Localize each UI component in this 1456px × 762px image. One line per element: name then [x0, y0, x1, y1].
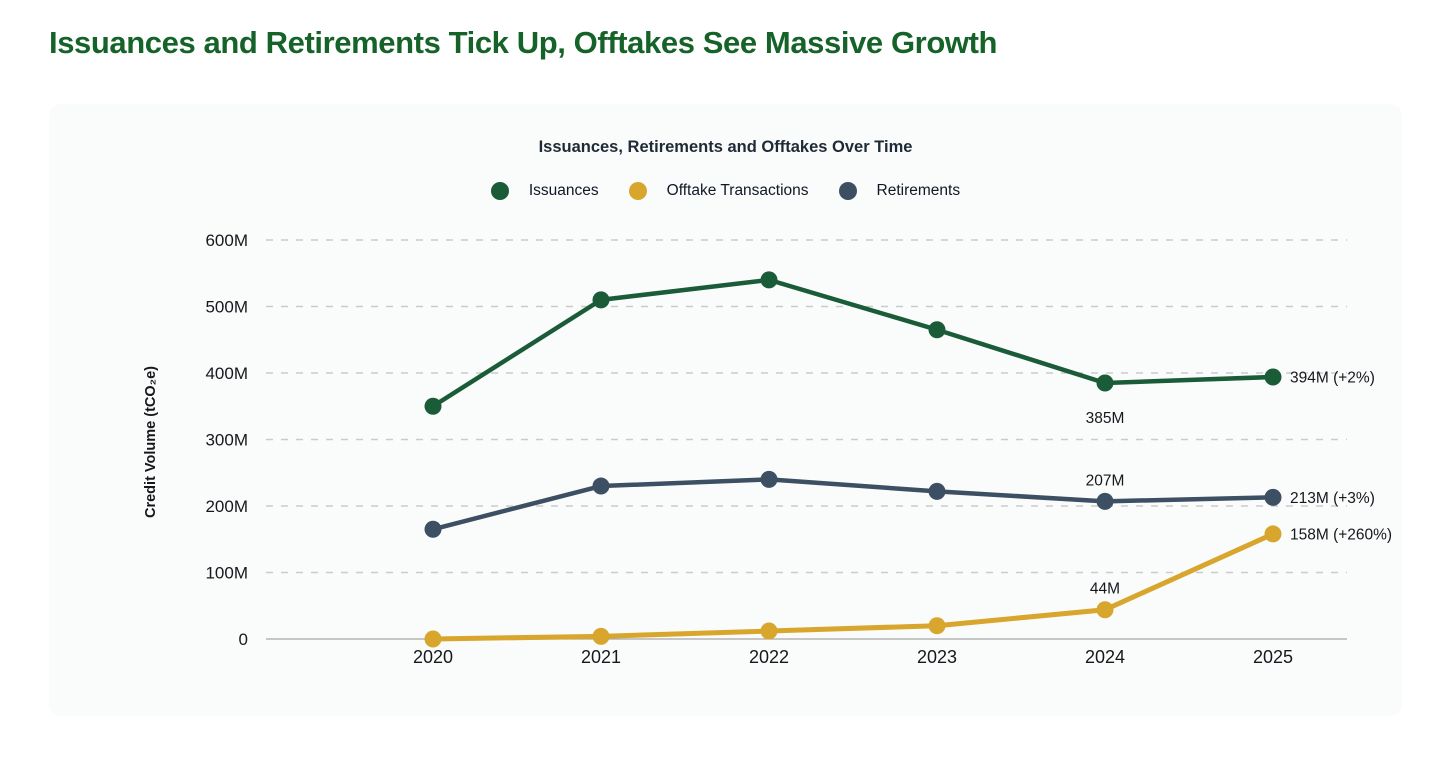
legend-item-offtake-transactions: Offtake Transactions — [628, 182, 809, 200]
legend-label: Retirements — [876, 182, 961, 199]
data-point-retirements-2024 — [1096, 492, 1114, 510]
series-line-retirements — [430, 477, 1276, 532]
annotation-retirements-2024: 207M — [1086, 472, 1125, 489]
legend-label: Issuances — [528, 182, 599, 199]
x-tick-label-2022: 2022 — [749, 647, 789, 667]
legend-item-issuances: Issuances — [490, 182, 599, 200]
legend-dot-issuances — [490, 182, 509, 200]
data-point-offtake-transactions-2021 — [592, 627, 610, 645]
annotation-issuances-2025: 394M (+2%) — [1290, 369, 1375, 386]
legend-item-retirements: Retirements — [838, 182, 961, 200]
data-point-offtake-transactions-2020 — [424, 630, 442, 648]
data-point-issuances-2024 — [1096, 374, 1114, 392]
legend-dot-retirements — [838, 182, 857, 200]
data-point-issuances-2025 — [1264, 368, 1282, 386]
y-tick-label: 0 — [239, 630, 248, 649]
chart-title: Issuances, Retirements and Offtakes Over… — [538, 138, 913, 156]
chart-legend: Issuances Offtake Transactions Retirements — [49, 182, 1402, 200]
y-tick-label: 600M — [205, 231, 248, 250]
annotation-issuances-2024: 385M — [1086, 410, 1125, 427]
y-tick-label: 300M — [205, 431, 248, 450]
data-point-issuances-2021 — [592, 291, 610, 309]
x-tick-label-2021: 2021 — [581, 647, 621, 667]
data-point-offtake-transactions-2025 — [1264, 525, 1282, 543]
data-point-retirements-2023 — [928, 482, 946, 500]
data-point-retirements-2022 — [760, 470, 778, 488]
annotation-retirements-2025: 213M (+3%) — [1290, 490, 1375, 507]
data-point-retirements-2021 — [592, 477, 610, 495]
data-point-offtake-transactions-2023 — [928, 617, 946, 635]
chart-canvas: 0 100M 200M 300M 400M 500M 600M Credit Volume (… — [143, 231, 1392, 667]
y-tick-label: 200M — [205, 497, 248, 516]
data-point-retirements-2020 — [424, 520, 442, 538]
y-tick-label: 500M — [205, 298, 248, 317]
y-tick-label: 100M — [205, 564, 248, 583]
data-point-issuances-2023 — [928, 321, 946, 339]
y-tick-label: 400M — [205, 364, 248, 383]
data-point-offtake-transactions-2024 — [1096, 601, 1114, 619]
x-tick-label-2020: 2020 — [413, 647, 453, 667]
y-axis-title: Credit Volume (tCO₂e) — [143, 366, 159, 518]
chart-panel: Issuances, Retirements and Offtakes Over… — [49, 104, 1402, 716]
annotation-offtake-transactions-2024: 44M — [1090, 581, 1120, 598]
series-line-offtake-transactions — [430, 531, 1276, 642]
page-title: Issuances and Retirements Tick Up, Offta… — [49, 25, 998, 60]
legend-dot-offtake-transactions — [628, 182, 647, 200]
x-tick-label-2025: 2025 — [1253, 647, 1293, 667]
legend-label: Offtake Transactions — [666, 182, 809, 199]
data-point-issuances-2020 — [424, 397, 442, 415]
x-tick-label-2023: 2023 — [917, 647, 957, 667]
data-point-offtake-transactions-2022 — [760, 622, 778, 640]
annotation-offtake-transactions-2025: 158M (+260%) — [1290, 526, 1392, 543]
data-point-retirements-2025 — [1264, 488, 1282, 506]
data-point-issuances-2022 — [760, 271, 778, 289]
x-tick-label-2024: 2024 — [1085, 647, 1125, 667]
series-line-issuances — [430, 277, 1276, 409]
